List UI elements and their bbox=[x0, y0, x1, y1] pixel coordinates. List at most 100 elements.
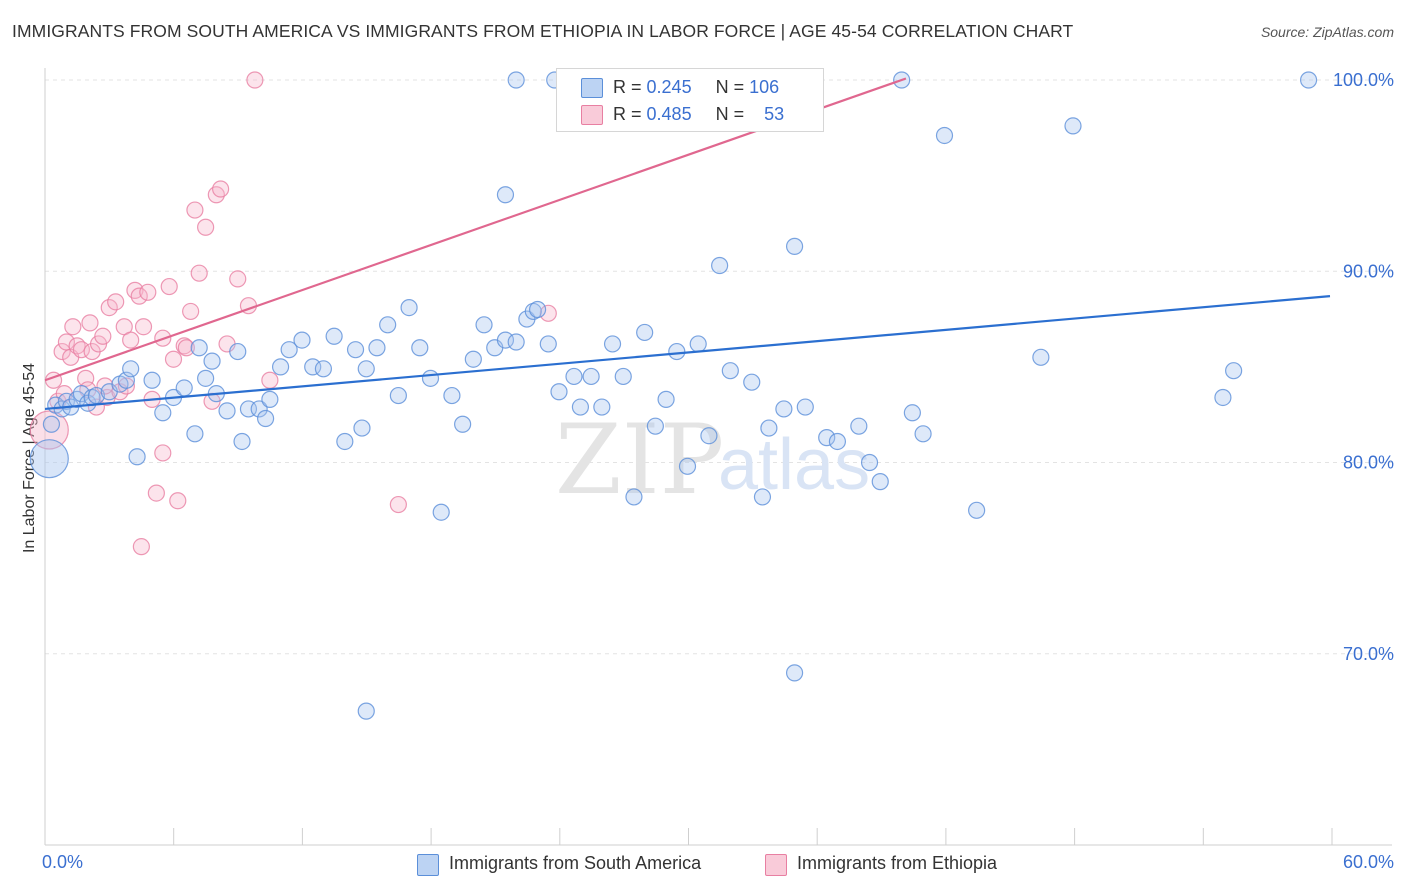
data-point bbox=[796, 398, 814, 416]
data-point bbox=[143, 371, 161, 389]
data-point bbox=[668, 342, 686, 361]
legend-label-south-america: Immigrants from South America bbox=[449, 853, 702, 873]
data-point bbox=[357, 360, 375, 378]
data-point bbox=[186, 425, 204, 443]
data-point bbox=[177, 339, 195, 357]
data-point bbox=[550, 383, 568, 401]
data-point bbox=[828, 432, 847, 451]
data-point bbox=[850, 417, 868, 435]
data-point bbox=[389, 495, 407, 514]
data-point bbox=[400, 298, 418, 317]
data-point bbox=[565, 367, 583, 386]
data-point bbox=[154, 444, 172, 462]
y-tick-labels: 70.0% 80.0% 90.0% 100.0% bbox=[1333, 70, 1394, 664]
source-credit: Source: ZipAtlas.com bbox=[1260, 24, 1394, 40]
data-point bbox=[539, 335, 557, 353]
trend-line-south-america bbox=[44, 295, 1331, 411]
data-point bbox=[325, 327, 343, 345]
legend-label-ethiopia: Immigrants from Ethiopia bbox=[797, 853, 998, 873]
data-point bbox=[496, 331, 515, 349]
data-point bbox=[603, 335, 622, 353]
data-point bbox=[261, 390, 279, 408]
data-point bbox=[678, 457, 697, 475]
watermark-atlas: atlas bbox=[718, 425, 870, 505]
data-point bbox=[246, 71, 264, 89]
axes bbox=[44, 68, 1392, 846]
data-point bbox=[711, 256, 729, 275]
data-point bbox=[203, 352, 221, 370]
data-point bbox=[871, 473, 889, 491]
data-point bbox=[197, 218, 215, 236]
data-point bbox=[42, 415, 61, 433]
gridlines bbox=[45, 79, 1392, 655]
x-tick-label-min: 0.0% bbox=[42, 852, 84, 872]
data-point bbox=[914, 425, 932, 443]
n-label: N = bbox=[715, 77, 745, 97]
n-label: N = bbox=[715, 104, 745, 124]
data-point bbox=[53, 342, 71, 361]
data-point bbox=[1299, 71, 1318, 89]
data-point bbox=[700, 427, 718, 445]
data-point bbox=[1214, 388, 1232, 407]
data-point bbox=[785, 237, 804, 255]
data-point bbox=[134, 318, 153, 336]
data-point bbox=[81, 314, 99, 332]
data-point bbox=[304, 358, 322, 376]
data-point bbox=[132, 538, 150, 556]
data-point bbox=[507, 71, 525, 89]
data-point bbox=[130, 287, 148, 305]
data-point bbox=[271, 358, 290, 376]
data-point bbox=[175, 379, 193, 397]
data-point bbox=[218, 402, 236, 420]
data-point bbox=[475, 316, 493, 334]
data-point bbox=[147, 484, 165, 502]
x-tick-label-max: 60.0% bbox=[1342, 852, 1394, 872]
series-ethiopia-points bbox=[29, 71, 557, 556]
data-point bbox=[190, 339, 208, 357]
data-point bbox=[29, 439, 69, 479]
data-point bbox=[280, 341, 298, 359]
chart-title: IMMIGRANTS FROM SOUTH AMERICA VS IMMIGRA… bbox=[12, 21, 1074, 41]
n-value-south-america: 106 bbox=[749, 77, 780, 97]
data-point bbox=[368, 339, 386, 357]
data-point bbox=[357, 702, 375, 720]
data-point bbox=[293, 331, 311, 349]
data-point bbox=[160, 277, 178, 296]
data-point bbox=[261, 371, 279, 389]
data-point bbox=[582, 367, 600, 386]
data-point bbox=[760, 419, 778, 437]
data-point bbox=[229, 342, 247, 361]
correlation-legend: R = 0.245 N = 106 R = 0.485 N = 53 bbox=[556, 68, 824, 132]
data-point bbox=[197, 369, 215, 387]
series-south-america-points bbox=[29, 71, 1318, 720]
data-point bbox=[818, 429, 836, 447]
data-point bbox=[256, 409, 275, 428]
data-point bbox=[64, 318, 82, 336]
data-point bbox=[464, 350, 482, 368]
data-point bbox=[1032, 348, 1050, 366]
legend-swatch-pink bbox=[581, 105, 603, 125]
data-point bbox=[154, 404, 172, 422]
data-point bbox=[614, 367, 632, 386]
data-point bbox=[432, 503, 450, 521]
data-point bbox=[411, 339, 429, 357]
legend-swatch-pink bbox=[765, 854, 787, 876]
data-point bbox=[636, 323, 654, 342]
series-legend: Immigrants from South America Immigrants… bbox=[0, 852, 1406, 876]
data-point bbox=[646, 417, 664, 435]
data-point bbox=[785, 664, 804, 682]
data-point bbox=[421, 369, 440, 387]
data-point bbox=[379, 316, 397, 334]
data-point bbox=[122, 360, 140, 378]
data-point bbox=[860, 453, 879, 472]
data-point bbox=[186, 201, 204, 219]
data-point bbox=[657, 390, 675, 408]
data-point bbox=[389, 386, 407, 405]
data-point bbox=[122, 331, 140, 349]
r-value-south-america: 0.245 bbox=[646, 77, 692, 97]
data-point bbox=[94, 327, 112, 345]
data-point bbox=[72, 341, 91, 359]
n-value-ethiopia: 53 bbox=[764, 104, 785, 124]
data-point bbox=[539, 304, 557, 322]
